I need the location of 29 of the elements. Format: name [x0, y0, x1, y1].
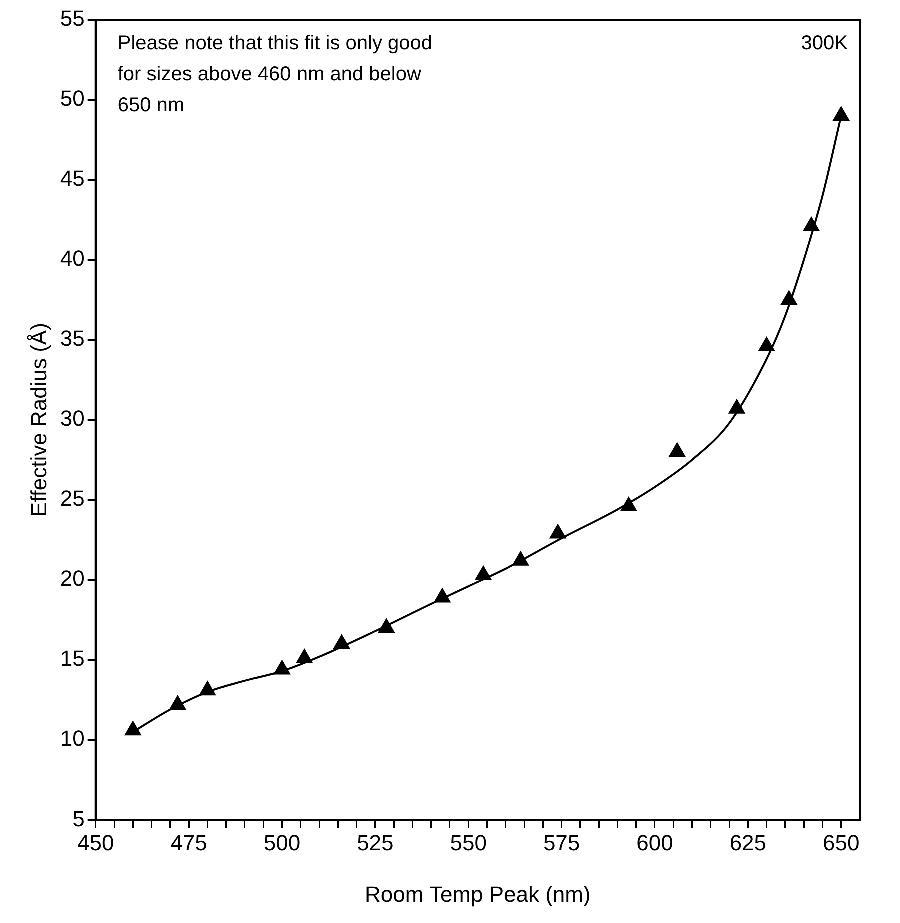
y-tick-label: 5	[72, 806, 85, 832]
y-tick-label: 55	[60, 6, 85, 32]
annotation: Please note that this fit is only good for sizes above 460 nm and below 650 nm	[118, 32, 433, 117]
y-tick-label: 25	[60, 486, 85, 512]
y-tick-label: 35	[60, 326, 85, 352]
x-tick-label: 475	[170, 830, 208, 856]
x-tick-label: 625	[730, 830, 767, 856]
x-tick-label: 575	[543, 830, 580, 856]
point	[758, 336, 776, 352]
x-tick-label: 450	[78, 830, 114, 856]
y-tick-label: 15	[60, 646, 85, 672]
point	[669, 442, 686, 458]
y-tick-label: 10	[60, 726, 85, 752]
x-tick-label: 550	[450, 830, 487, 856]
point	[124, 721, 142, 736]
x-axis-title: Room Temp Peak (nm)	[365, 882, 591, 907]
x-tick-label: 525	[357, 830, 394, 856]
x-tick-label: 650	[823, 830, 860, 856]
y-tick-label: 30	[60, 406, 85, 432]
y-tick-label: 40	[60, 246, 85, 272]
point	[550, 524, 566, 539]
y-axis-title: Effective Radius (Å)	[26, 323, 52, 518]
x-tick-label: 500	[264, 830, 301, 856]
y-tick-label: 20	[60, 566, 85, 592]
point	[833, 106, 850, 122]
x-tick-label: 600	[636, 830, 674, 856]
y-tick-label: 45	[60, 166, 85, 192]
annotation: 300K	[801, 32, 849, 55]
y-tick-label: 50	[60, 86, 85, 112]
